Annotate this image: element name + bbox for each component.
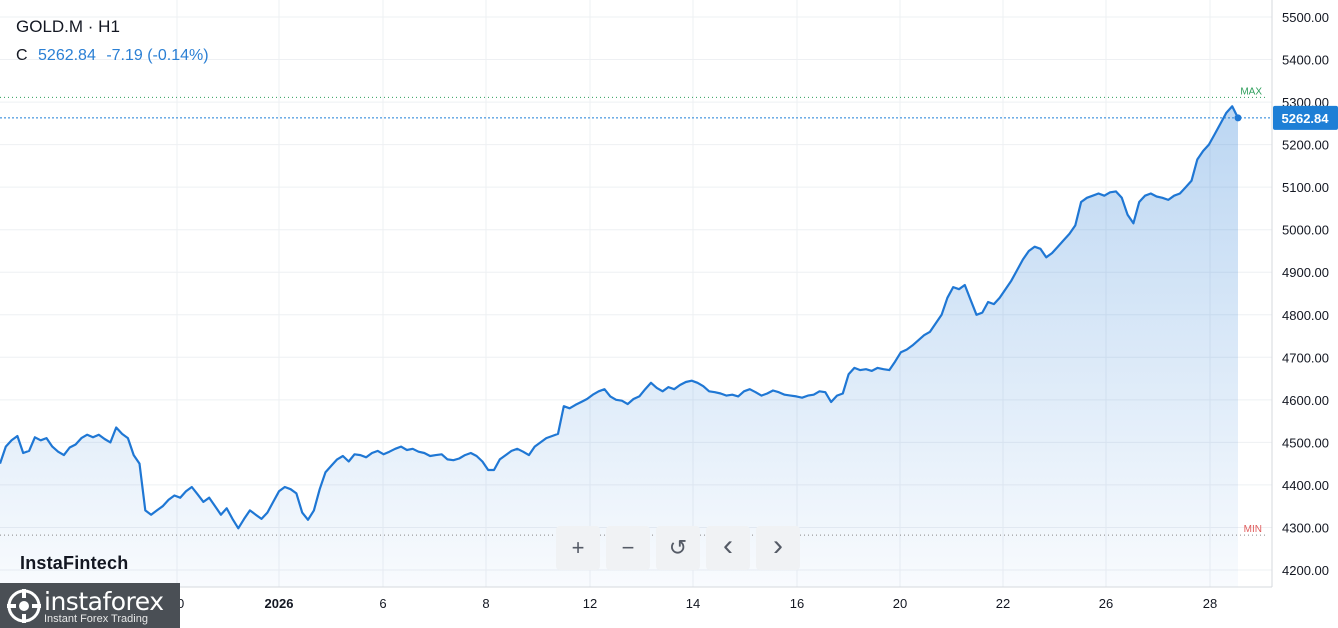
reset-view-button[interactable]: ↺ [656, 526, 700, 570]
y-tick-label: 4700.00 [1282, 350, 1329, 365]
chevron-left-icon: ‹ [723, 529, 733, 562]
minus-icon: − [621, 535, 635, 560]
y-tick-label: 4600.00 [1282, 393, 1329, 408]
last-price-badge-label: 5262.84 [1282, 111, 1330, 126]
max-label: MAX [1240, 86, 1262, 97]
y-tick-label: 4800.00 [1282, 308, 1329, 323]
series-line [0, 105, 1239, 530]
y-tick-label: 4500.00 [1282, 435, 1329, 450]
y-tick-label: 5100.00 [1282, 180, 1329, 195]
close-label: C [16, 47, 28, 64]
chart-axes: 4200.00 4300.00 4400.00 4500.00 4600.00 4700.… [0, 0, 1338, 611]
close-quote: C 5262.84 -7.19 (-0.14%) [16, 47, 209, 65]
x-tick-label: 6 [379, 596, 386, 611]
x-tick-label: 12 [583, 596, 597, 611]
x-tick-label: 22 [996, 596, 1010, 611]
logo-icon [7, 589, 41, 623]
y-tick-label: 4300.00 [1282, 520, 1329, 535]
scroll-right-button[interactable]: › [756, 526, 800, 570]
reset-icon: ↺ [668, 535, 688, 560]
chevron-right-icon: › [773, 529, 783, 562]
y-tick-label: 5500.00 [1282, 10, 1329, 25]
y-tick-label: 5400.00 [1282, 53, 1329, 68]
close-value: 5262.84 [38, 47, 96, 64]
last-price-badge [1273, 105, 1338, 130]
y-tick-label: 4400.00 [1282, 478, 1329, 493]
y-tick-label: 5200.00 [1282, 138, 1329, 153]
chart-toolbar: + − ↺ ‹ › [556, 526, 800, 570]
symbol-title: GOLD.M · H1 [16, 17, 120, 36]
instaforex-logo[interactable]: instaforex Instant Forex Trading [0, 583, 180, 628]
price-change: -7.19 (-0.14%) [106, 47, 209, 64]
y-tick-label: 4900.00 [1282, 265, 1329, 280]
y-tick-label: 4200.00 [1282, 563, 1329, 578]
brand-watermark: InstaFintech [20, 553, 129, 573]
x-tick-label: 28 [1203, 596, 1217, 611]
last-point-marker [1234, 114, 1242, 122]
x-tick-label: 8 [482, 596, 489, 611]
chart-series [0, 105, 1242, 588]
min-label: MIN [1244, 524, 1262, 535]
x-tick-label: 20 [893, 596, 907, 611]
logo-name: instaforex [44, 587, 164, 616]
scroll-left-button[interactable]: ‹ [706, 526, 750, 570]
x-tick-label: 16 [790, 596, 804, 611]
x-tick-label: 2026 [265, 596, 294, 611]
series-area [0, 106, 1238, 588]
y-tick-label: 5000.00 [1282, 223, 1329, 238]
x-tick-label: 26 [1099, 596, 1113, 611]
reference-lines: MAX MIN [0, 86, 1272, 536]
zoom-in-button[interactable]: + [556, 526, 600, 570]
zoom-out-button[interactable]: − [606, 526, 650, 570]
logo-tagline: Instant Forex Trading [44, 613, 148, 625]
x-tick-label: 14 [686, 596, 700, 611]
plus-icon: + [571, 535, 585, 560]
